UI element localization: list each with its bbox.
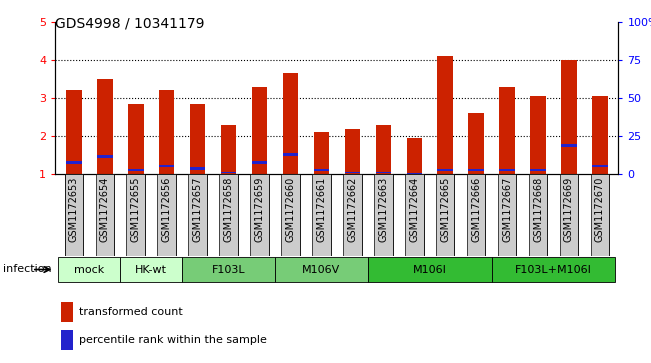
Bar xyxy=(182,257,275,282)
Bar xyxy=(159,90,174,174)
Bar xyxy=(590,174,609,256)
Text: GDS4998 / 10341179: GDS4998 / 10341179 xyxy=(55,16,205,30)
Bar xyxy=(560,174,578,256)
Bar xyxy=(97,155,113,158)
Text: GSM1172654: GSM1172654 xyxy=(100,177,110,242)
Bar xyxy=(158,174,176,256)
Text: GSM1172665: GSM1172665 xyxy=(440,177,450,242)
Bar xyxy=(59,257,120,282)
Bar xyxy=(314,169,329,171)
Bar xyxy=(529,174,547,256)
Bar xyxy=(374,174,393,256)
Text: GSM1172666: GSM1172666 xyxy=(471,177,481,242)
Bar xyxy=(376,172,391,173)
Bar xyxy=(159,165,174,167)
Text: GSM1172656: GSM1172656 xyxy=(161,177,172,242)
Bar xyxy=(499,169,515,171)
Text: percentile rank within the sample: percentile rank within the sample xyxy=(79,335,267,345)
Text: GSM1172661: GSM1172661 xyxy=(316,177,326,242)
Bar xyxy=(190,104,206,174)
Bar xyxy=(96,174,114,256)
Bar xyxy=(188,174,207,256)
Bar xyxy=(221,125,236,174)
Text: GSM1172663: GSM1172663 xyxy=(378,177,388,242)
Bar xyxy=(219,174,238,256)
Text: M106I: M106I xyxy=(413,265,447,274)
Bar xyxy=(61,302,74,322)
Bar xyxy=(128,104,143,174)
Text: GSM1172668: GSM1172668 xyxy=(533,177,543,242)
Bar xyxy=(283,73,298,174)
Bar xyxy=(312,174,331,256)
Bar xyxy=(343,174,362,256)
Text: GSM1172660: GSM1172660 xyxy=(286,177,296,242)
Bar xyxy=(190,167,206,170)
Bar xyxy=(492,257,615,282)
Text: F103L+M106I: F103L+M106I xyxy=(515,265,592,274)
Bar xyxy=(252,87,268,174)
Bar xyxy=(344,129,360,174)
Bar xyxy=(126,174,145,256)
Bar xyxy=(499,87,515,174)
Text: GSM1172657: GSM1172657 xyxy=(193,177,202,242)
Text: GSM1172658: GSM1172658 xyxy=(223,177,234,242)
Bar xyxy=(592,96,607,174)
Bar xyxy=(66,161,81,164)
Text: M106V: M106V xyxy=(302,265,340,274)
Bar xyxy=(561,60,577,174)
Bar xyxy=(275,257,368,282)
Text: GSM1172667: GSM1172667 xyxy=(502,177,512,242)
Bar xyxy=(120,257,182,282)
Bar xyxy=(561,144,577,147)
Text: GSM1172655: GSM1172655 xyxy=(131,177,141,242)
Text: HK-wt: HK-wt xyxy=(135,265,167,274)
Text: GSM1172664: GSM1172664 xyxy=(409,177,419,242)
Bar xyxy=(61,330,74,350)
Text: GSM1172653: GSM1172653 xyxy=(69,177,79,242)
Bar xyxy=(283,153,298,156)
Text: F103L: F103L xyxy=(212,265,245,274)
Text: GSM1172669: GSM1172669 xyxy=(564,177,574,242)
Bar xyxy=(498,174,516,256)
Text: mock: mock xyxy=(74,265,105,274)
Bar xyxy=(468,113,484,174)
Bar xyxy=(344,172,360,173)
Text: infection: infection xyxy=(3,264,52,274)
Bar xyxy=(405,174,424,256)
Text: GSM1172670: GSM1172670 xyxy=(595,177,605,242)
Text: GSM1172659: GSM1172659 xyxy=(255,177,264,242)
Bar xyxy=(376,125,391,174)
Bar xyxy=(592,165,607,167)
Bar xyxy=(531,169,546,171)
Bar xyxy=(221,172,236,173)
Text: transformed count: transformed count xyxy=(79,307,183,317)
Bar xyxy=(437,56,453,174)
Text: GSM1172662: GSM1172662 xyxy=(348,177,357,242)
Bar xyxy=(64,174,83,256)
Bar xyxy=(437,169,453,171)
Bar xyxy=(250,174,269,256)
Bar xyxy=(252,161,268,164)
Bar xyxy=(467,174,486,256)
Bar xyxy=(314,132,329,174)
Bar xyxy=(281,174,299,256)
Bar xyxy=(531,96,546,174)
Bar xyxy=(436,174,454,256)
Bar xyxy=(468,169,484,171)
Bar xyxy=(66,90,81,174)
Bar xyxy=(128,169,143,171)
Bar xyxy=(97,79,113,174)
Bar xyxy=(368,257,492,282)
Bar xyxy=(406,173,422,174)
Bar xyxy=(406,138,422,174)
